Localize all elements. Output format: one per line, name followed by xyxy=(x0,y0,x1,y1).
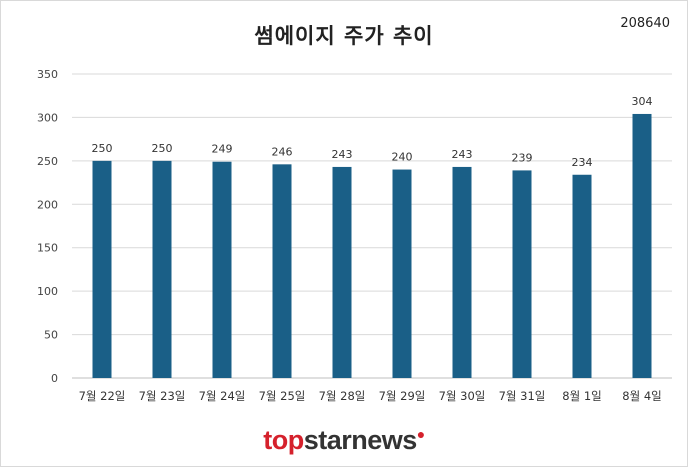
bar xyxy=(632,113,652,378)
y-axis-ticks: 0 50 100 150 200 250 300 350 xyxy=(37,68,58,385)
bar-value-label: 243 xyxy=(452,148,473,161)
bar xyxy=(572,174,592,378)
bar xyxy=(272,164,292,378)
y-tick-label: 350 xyxy=(37,68,58,81)
x-tick-label: 7월 24일 xyxy=(199,389,246,403)
topstarnews-logo: topstarnews● xyxy=(0,425,688,456)
y-tick-label: 100 xyxy=(37,285,58,298)
bar-value-label: 250 xyxy=(152,142,173,155)
x-tick-label: 7월 29일 xyxy=(379,389,426,403)
y-tick-label: 300 xyxy=(37,111,58,124)
bar-value-label: 304 xyxy=(632,95,653,108)
bar-value-label: 246 xyxy=(272,145,293,158)
bar xyxy=(392,169,412,378)
x-tick-label: 7월 22일 xyxy=(79,389,126,403)
gridlines xyxy=(72,73,672,379)
bar xyxy=(92,160,112,378)
logo-text-dark: starnews xyxy=(303,425,418,455)
bar-series xyxy=(92,113,652,378)
y-tick-label: 0 xyxy=(51,372,58,385)
x-tick-label: 7월 25일 xyxy=(259,389,306,403)
bar-value-label: 250 xyxy=(92,142,113,155)
x-tick-label: 8월 4일 xyxy=(622,389,661,403)
bar-value-label: 243 xyxy=(332,148,353,161)
data-labels: 250 250 249 246 243 240 243 239 234 304 xyxy=(92,95,653,169)
x-axis-ticks: 7월 22일 7월 23일 7월 24일 7월 25일 7월 28일 7월 29일 7월 3… xyxy=(79,389,662,403)
x-tick-label: 7월 28일 xyxy=(319,389,366,403)
bar xyxy=(212,161,232,378)
y-tick-label: 150 xyxy=(37,242,58,255)
bar xyxy=(452,166,472,378)
bar xyxy=(512,170,532,378)
bar xyxy=(152,160,172,378)
bar-value-label: 240 xyxy=(392,151,413,164)
x-tick-label: 7월 31일 xyxy=(499,389,546,403)
bar-value-label: 239 xyxy=(512,151,533,164)
bar-value-label: 234 xyxy=(572,156,593,169)
stock-code-label: 208640 xyxy=(620,16,670,31)
bar xyxy=(332,166,352,378)
x-tick-label: 7월 23일 xyxy=(139,389,186,403)
logo-dot-mark: ● xyxy=(416,426,425,442)
bar-value-label: 249 xyxy=(212,143,233,156)
x-tick-label: 8월 1일 xyxy=(562,389,601,403)
x-tick-label: 7월 30일 xyxy=(439,389,486,403)
chart-title: 썸에이지 주가 추이 xyxy=(254,24,434,48)
y-tick-label: 200 xyxy=(37,198,58,211)
y-tick-label: 250 xyxy=(37,155,58,168)
y-tick-label: 50 xyxy=(44,329,58,342)
logo-text-red: top xyxy=(263,425,304,455)
